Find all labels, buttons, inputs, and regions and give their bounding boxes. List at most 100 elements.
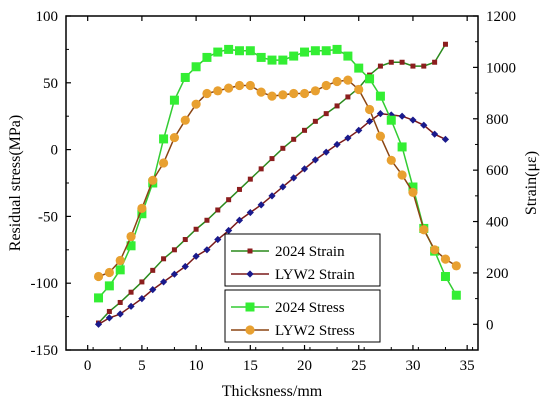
data-point — [191, 62, 201, 72]
data-point — [365, 74, 375, 84]
data-point — [116, 310, 124, 318]
data-point — [300, 165, 309, 173]
data-point — [354, 63, 364, 73]
data-point — [302, 127, 308, 133]
data-point — [332, 44, 342, 54]
data-point — [128, 289, 134, 295]
legend-marker — [246, 270, 254, 278]
data-point — [234, 46, 244, 56]
data-point — [388, 59, 394, 65]
x-tick-label: 20 — [297, 358, 312, 374]
y-right-tick-label: 200 — [486, 266, 509, 282]
data-point — [247, 176, 253, 182]
legend-label: LYW2 Strain — [275, 267, 355, 283]
data-point — [170, 270, 179, 278]
data-point — [441, 135, 450, 143]
data-point — [377, 63, 383, 69]
data-point — [225, 226, 233, 235]
data-point — [397, 170, 407, 180]
data-point — [258, 166, 264, 172]
data-point — [291, 136, 297, 142]
data-point — [451, 261, 461, 271]
data-point — [104, 281, 114, 291]
data-point — [386, 115, 396, 125]
data-point — [343, 51, 353, 61]
data-point — [375, 131, 386, 141]
data-point — [299, 88, 310, 99]
y-right-tick-label: 800 — [486, 112, 509, 128]
data-point — [387, 111, 395, 119]
data-point — [440, 272, 450, 282]
data-point — [137, 209, 147, 219]
y-left-tick-label: -100 — [31, 276, 59, 292]
data-point — [224, 83, 234, 93]
x-tick-label: 5 — [138, 358, 146, 374]
y-right-tick-label: 1200 — [486, 9, 516, 25]
data-point — [334, 103, 340, 109]
data-point — [115, 265, 125, 275]
legend-marker — [247, 248, 253, 254]
data-point — [397, 142, 407, 152]
data-point — [364, 104, 375, 115]
series-line — [97, 48, 457, 299]
data-point — [181, 262, 189, 271]
data-point — [137, 203, 147, 213]
data-point — [126, 241, 136, 251]
y-right-tick-label: 0 — [486, 317, 494, 333]
series-line — [98, 79, 457, 278]
y-axis-right-label: Strain(με) — [523, 151, 540, 215]
y-left-tick-label: -150 — [31, 343, 59, 359]
data-point — [289, 88, 299, 99]
data-point — [290, 174, 298, 182]
legend-label: 2024 Stress — [275, 300, 345, 316]
data-point — [104, 267, 114, 278]
data-point — [442, 41, 448, 47]
data-point — [386, 155, 396, 165]
data-point — [169, 132, 180, 143]
data-point — [321, 46, 331, 56]
data-point — [204, 217, 210, 223]
data-point — [93, 271, 104, 282]
x-tick-label: 10 — [189, 358, 204, 374]
data-point — [355, 126, 363, 134]
data-point — [94, 320, 103, 328]
data-point — [375, 91, 385, 101]
data-point — [430, 245, 440, 255]
data-point — [269, 156, 275, 162]
series-stress-2 — [94, 44, 461, 303]
data-point — [138, 295, 146, 303]
data-point — [345, 94, 351, 100]
data-point — [440, 254, 451, 264]
data-point — [149, 286, 157, 294]
data-point — [399, 59, 405, 65]
x-tick-label: 30 — [405, 358, 420, 374]
y-left-tick-label: 50 — [43, 76, 58, 92]
data-point — [419, 225, 429, 235]
data-point — [421, 63, 427, 69]
data-point — [213, 86, 223, 96]
data-point — [408, 187, 418, 197]
data-point — [203, 246, 211, 254]
data-point — [432, 59, 438, 65]
data-point — [257, 201, 265, 209]
data-point — [236, 186, 242, 192]
data-point — [289, 51, 299, 61]
data-point — [213, 47, 223, 57]
data-point — [159, 278, 168, 286]
series-strain-1 — [94, 110, 450, 328]
data-point — [161, 256, 167, 262]
data-point — [321, 80, 331, 91]
data-point — [431, 130, 439, 138]
legend-stress: 2024 Stress LYW2 Stress — [224, 289, 381, 343]
y-right-tick-label: 600 — [486, 163, 509, 179]
data-point — [332, 76, 342, 87]
data-point — [169, 95, 179, 105]
data-point — [182, 237, 188, 243]
series-stress-3 — [93, 75, 461, 282]
data-point — [202, 88, 212, 99]
x-tick-label: 25 — [351, 358, 366, 374]
data-point — [94, 293, 104, 303]
data-point — [139, 279, 145, 285]
y-right-tick-label: 1000 — [486, 60, 516, 76]
data-point — [126, 231, 136, 242]
